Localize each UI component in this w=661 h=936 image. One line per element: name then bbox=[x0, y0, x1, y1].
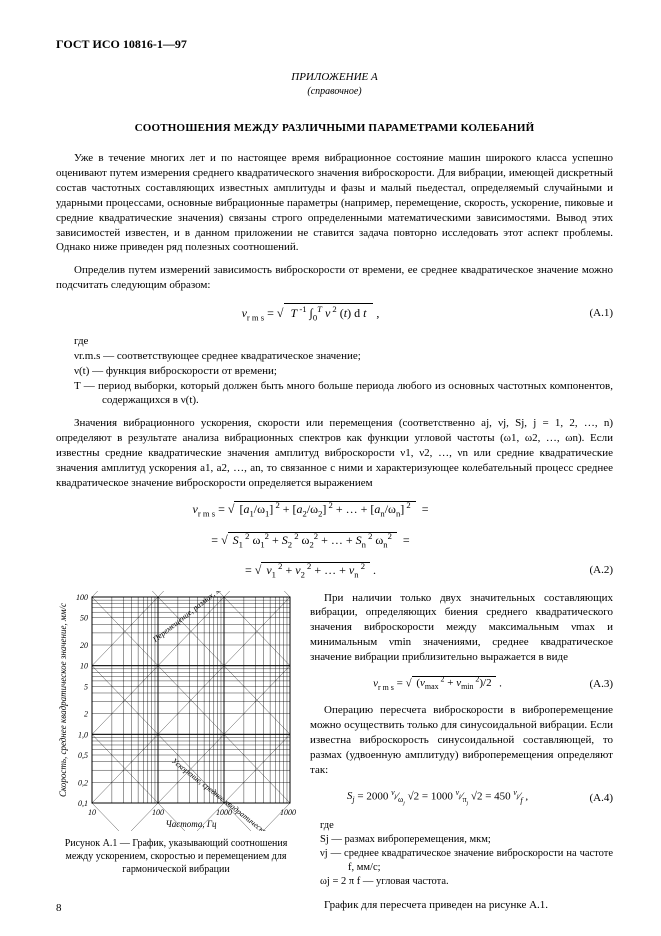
equation-a1: νr m s = √ T -1 ∫0T ν 2 (t) d t , (А.1) bbox=[56, 303, 613, 324]
equation-line: νr m s = √ [a1/ω1] 2 + [a2/ω2] 2 + … + [… bbox=[56, 500, 613, 520]
equation-number: (А.1) bbox=[565, 306, 613, 321]
formula-text: νr m s = √ [a1/ω1] 2 + [a2/ω2] 2 + … + [… bbox=[56, 500, 565, 520]
paragraph: При наличии только двух значительных сос… bbox=[310, 591, 613, 665]
formula-text: = √ S1 2 ω12 + S2 2 ω22 + … + Sn 2 ωn2 = bbox=[56, 531, 565, 551]
page: ГОСТ ИСО 10816-1—97 ПРИЛОЖЕНИЕ А (справо… bbox=[0, 0, 661, 936]
equation-number: (А.4) bbox=[565, 791, 613, 806]
svg-text:Частота, Гц: Частота, Гц bbox=[166, 819, 217, 829]
definition: Sj — размах виброперемещения, мкм; bbox=[320, 833, 613, 847]
figure-column: 101001000100000,10,20,51,025102050100Час… bbox=[56, 591, 296, 921]
paragraph: График для пересчета приведен на рисунке… bbox=[310, 898, 613, 913]
formula-text: νr m s = √ T -1 ∫0T ν 2 (t) d t , bbox=[56, 303, 565, 324]
standard-code: ГОСТ ИСО 10816-1—97 bbox=[56, 36, 613, 52]
svg-text:Скорость, среднее квадратическ: Скорость, среднее квадратическое значени… bbox=[58, 603, 68, 797]
svg-text:10: 10 bbox=[80, 661, 88, 670]
definition: νr.m.s — соответствующее среднее квадрат… bbox=[74, 349, 613, 364]
definition: νj — среднее квадратическое значение виб… bbox=[320, 847, 613, 875]
paragraph: Операцию пересчета виброскорости в вибро… bbox=[310, 703, 613, 777]
svg-text:50: 50 bbox=[80, 613, 88, 622]
nomogram-chart: 101001000100000,10,20,51,025102050100Час… bbox=[56, 591, 296, 831]
svg-text:100: 100 bbox=[152, 808, 164, 817]
appendix-title: СООТНОШЕНИЯ МЕЖДУ РАЗЛИЧНЫМИ ПАРАМЕТРАМИ… bbox=[56, 121, 613, 136]
definition: ωj = 2 π f — угловая частота. bbox=[320, 875, 613, 889]
definition: T — период выборки, который должен быть … bbox=[74, 379, 613, 409]
svg-text:2: 2 bbox=[84, 709, 88, 718]
svg-text:20: 20 bbox=[80, 641, 88, 650]
svg-text:10: 10 bbox=[88, 808, 96, 817]
paragraph: Значения вибрационного ускорения, скорос… bbox=[56, 416, 613, 490]
svg-text:0,1: 0,1 bbox=[78, 799, 88, 808]
equation-number: (А.3) bbox=[565, 677, 613, 692]
formula-text: Sj = 2000 νj⁄ωj √2 = 1000 νj⁄πj √2 = 450… bbox=[310, 788, 565, 809]
svg-text:1,0: 1,0 bbox=[78, 730, 88, 739]
equation-a2: = √ ν1 2 + ν2 2 + … + νn 2 . (А.2) bbox=[56, 561, 613, 581]
page-number: 8 bbox=[56, 901, 62, 916]
definition: ν(t) — функция виброскорости от времени; bbox=[74, 364, 613, 379]
paragraph: Уже в течение многих лет и по настоящее … bbox=[56, 151, 613, 255]
equation-a3: νr m s = √ (νmax 2 + νmin 2)/2 . (А.3) bbox=[310, 675, 613, 694]
where-block: где Sj — размах виброперемещения, мкм; ν… bbox=[310, 819, 613, 890]
where-label: где bbox=[320, 820, 334, 831]
two-column-block: 101001000100000,10,20,51,025102050100Час… bbox=[56, 591, 613, 921]
svg-text:0,2: 0,2 bbox=[78, 778, 88, 787]
where-label: где bbox=[74, 335, 88, 347]
svg-text:100: 100 bbox=[76, 593, 88, 602]
equation-a4: Sj = 2000 νj⁄ωj √2 = 1000 νj⁄πj √2 = 450… bbox=[310, 788, 613, 809]
equation-line: = √ S1 2 ω12 + S2 2 ω22 + … + Sn 2 ωn2 = bbox=[56, 531, 613, 551]
appendix-label: ПРИЛОЖЕНИЕ А bbox=[56, 70, 613, 85]
svg-text:5: 5 bbox=[84, 682, 88, 691]
equation-number: (А.2) bbox=[565, 563, 613, 578]
text-column: При наличии только двух значительных сос… bbox=[310, 591, 613, 921]
formula-text: νr m s = √ (νmax 2 + νmin 2)/2 . bbox=[310, 675, 565, 694]
svg-text:0,5: 0,5 bbox=[78, 751, 88, 760]
formula-text: = √ ν1 2 + ν2 2 + … + νn 2 . bbox=[56, 561, 565, 581]
paragraph: Определив путем измерений зависимость ви… bbox=[56, 263, 613, 293]
figure-caption: Рисунок А.1 — График, указывающий соотно… bbox=[56, 837, 296, 876]
where-block: где νr.m.s — соответствующее среднее ква… bbox=[56, 334, 613, 408]
reference-note: (справочное) bbox=[56, 85, 613, 99]
svg-text:10000: 10000 bbox=[280, 808, 296, 817]
